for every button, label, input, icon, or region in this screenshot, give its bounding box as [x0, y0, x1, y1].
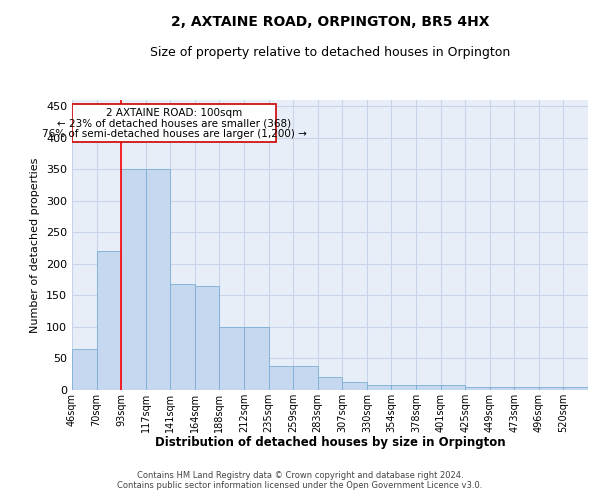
Bar	[195, 286, 220, 390]
Text: 76% of semi-detached houses are larger (1,200) →: 76% of semi-detached houses are larger (…	[42, 129, 307, 139]
Bar	[465, 387, 490, 390]
Text: Distribution of detached houses by size in Orpington: Distribution of detached houses by size …	[155, 436, 505, 449]
Bar	[244, 327, 269, 390]
Bar	[97, 252, 121, 390]
Bar	[539, 387, 563, 390]
Bar	[367, 385, 391, 390]
Text: 2, AXTAINE ROAD, ORPINGTON, BR5 4HX: 2, AXTAINE ROAD, ORPINGTON, BR5 4HX	[171, 16, 489, 30]
Bar	[121, 170, 146, 390]
Bar	[146, 170, 170, 390]
Y-axis label: Number of detached properties: Number of detached properties	[31, 158, 40, 332]
Bar	[220, 327, 244, 390]
Bar	[269, 366, 293, 390]
Bar	[170, 284, 195, 390]
Bar	[440, 385, 465, 390]
Bar	[490, 387, 514, 390]
FancyBboxPatch shape	[73, 104, 277, 142]
Text: 2 AXTAINE ROAD: 100sqm: 2 AXTAINE ROAD: 100sqm	[106, 108, 242, 118]
Bar	[318, 378, 342, 390]
Text: ← 23% of detached houses are smaller (368): ← 23% of detached houses are smaller (36…	[58, 118, 292, 128]
Text: Size of property relative to detached houses in Orpington: Size of property relative to detached ho…	[150, 46, 510, 59]
Text: Contains HM Land Registry data © Crown copyright and database right 2024.
Contai: Contains HM Land Registry data © Crown c…	[118, 470, 482, 490]
Bar	[293, 366, 318, 390]
Bar	[563, 387, 588, 390]
Bar	[342, 382, 367, 390]
Bar	[391, 385, 416, 390]
Bar	[416, 385, 440, 390]
Bar	[72, 349, 97, 390]
Bar	[514, 387, 539, 390]
